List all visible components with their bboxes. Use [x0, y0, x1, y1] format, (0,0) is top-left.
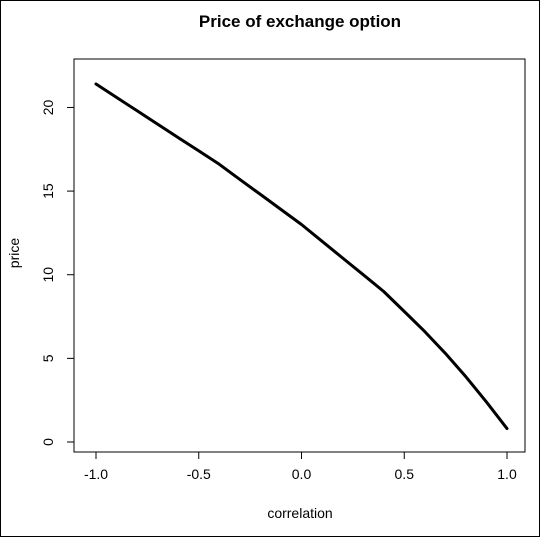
x-axis-label: correlation — [267, 505, 332, 521]
series-line — [94, 82, 509, 431]
plot-box — [73, 58, 526, 453]
x-axis: -1.0 -0.5 0.0 0.5 1.0 — [84, 451, 517, 482]
x-tick-label: 0.5 — [395, 466, 415, 482]
y-axis: 0 5 10 15 20 — [40, 99, 75, 446]
y-tick-label: 0 — [40, 438, 56, 446]
y-tick-label: 5 — [40, 354, 56, 362]
y-tick-label: 20 — [40, 99, 56, 115]
x-tick-label: 1.0 — [497, 466, 517, 482]
chart-title: Price of exchange option — [199, 12, 401, 31]
x-tick-label: 0.0 — [292, 466, 312, 482]
y-tick-label: 15 — [40, 183, 56, 199]
y-axis-label: price — [6, 238, 22, 269]
y-tick-label: 10 — [40, 267, 56, 283]
x-tick-label: -0.5 — [187, 466, 211, 482]
x-tick-label: -1.0 — [84, 466, 108, 482]
